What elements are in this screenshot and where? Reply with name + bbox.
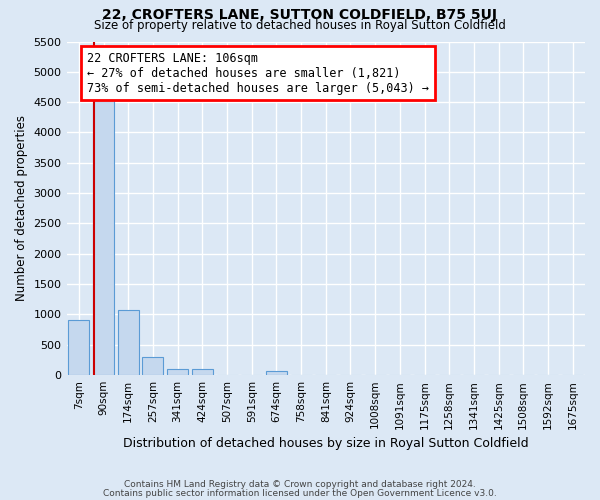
Text: Contains public sector information licensed under the Open Government Licence v3: Contains public sector information licen…	[103, 488, 497, 498]
Bar	[93, 96, 114, 375]
Text: Contains HM Land Registry data © Crown copyright and database right 2024.: Contains HM Land Registry data © Crown c…	[124, 480, 476, 489]
Bar	[142, 358, 163, 375]
Bar	[167, 369, 188, 375]
Text: Size of property relative to detached houses in Royal Sutton Coldfield: Size of property relative to detached ho…	[94, 18, 506, 32]
Y-axis label: Number of detached properties: Number of detached properties	[15, 116, 28, 302]
Text: 22 CROFTERS LANE: 106sqm
← 27% of detached houses are smaller (1,821)
73% of sem: 22 CROFTERS LANE: 106sqm ← 27% of detach…	[87, 52, 429, 94]
Bar	[118, 310, 139, 375]
Bar	[192, 369, 213, 375]
Bar	[266, 372, 287, 375]
X-axis label: Distribution of detached houses by size in Royal Sutton Coldfield: Distribution of detached houses by size …	[123, 437, 529, 450]
Bar	[68, 320, 89, 375]
Text: 22, CROFTERS LANE, SUTTON COLDFIELD, B75 5UJ: 22, CROFTERS LANE, SUTTON COLDFIELD, B75…	[103, 8, 497, 22]
